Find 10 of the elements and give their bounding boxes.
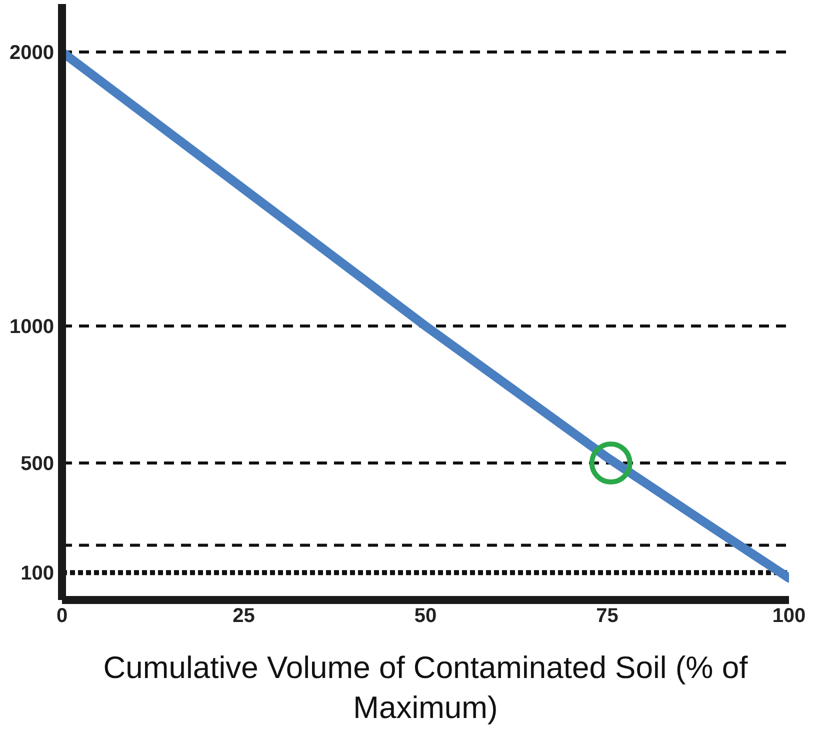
x-tick-label: 100	[772, 605, 806, 628]
x-tick-label: 25	[232, 605, 255, 628]
y-tick-label: 1000	[10, 316, 54, 338]
x-tick-label: 0	[56, 605, 68, 628]
y-tick-label: 100	[20, 562, 54, 585]
y-tick-label: 500	[20, 453, 54, 476]
y-tick-label: 2000	[10, 42, 54, 64]
x-tick-label: 50	[414, 605, 437, 628]
x-tick-label: 75	[596, 605, 618, 628]
x-axis-title: Cumulative Volume of Contaminated Soil (% of Maximum)	[102, 649, 749, 727]
